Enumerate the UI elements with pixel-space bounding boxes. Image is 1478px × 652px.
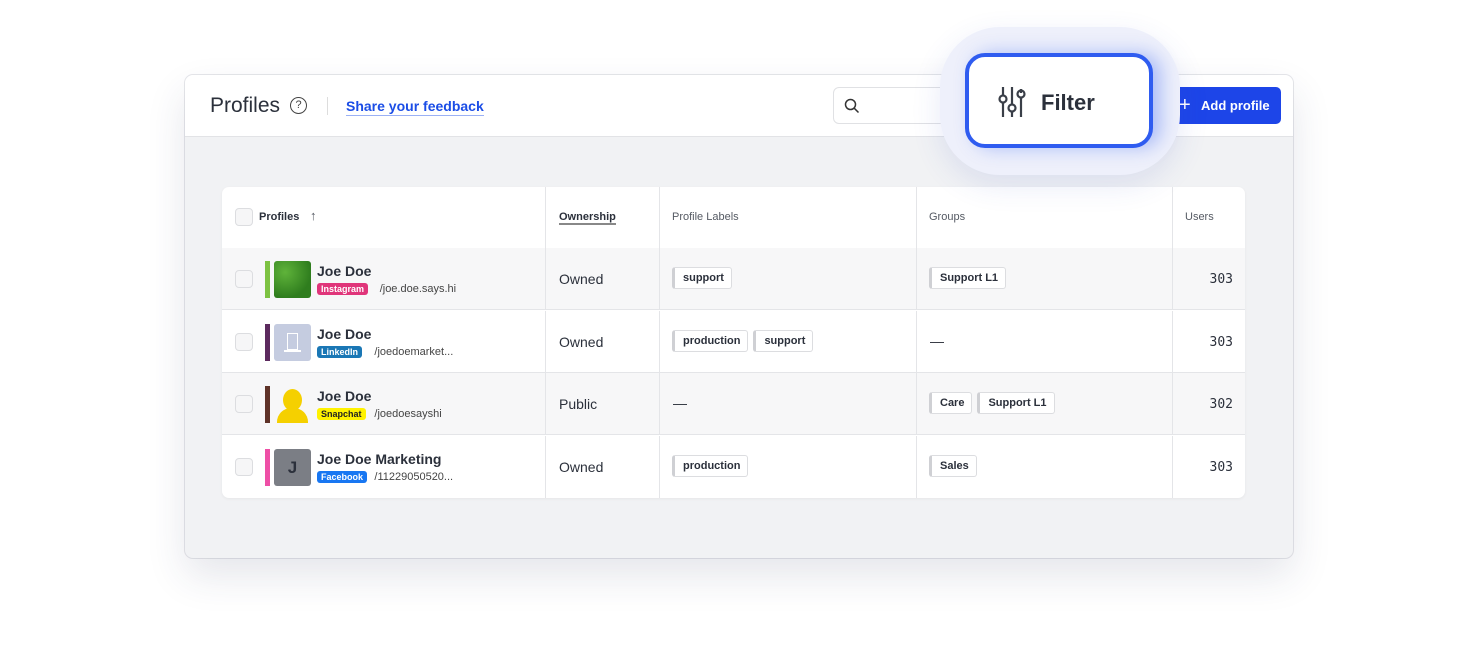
add-profile-button[interactable]: + Add profile — [1170, 87, 1281, 124]
sort-up-icon[interactable]: ↑ — [310, 208, 317, 223]
ownership-value: Owned — [559, 458, 604, 475]
table-row[interactable]: Joe Doe Snapchat/joedoesayshi Public — Ca… — [222, 373, 1245, 435]
person-avatar-icon — [274, 386, 311, 423]
group-tag[interactable]: Support L1 — [977, 392, 1055, 414]
users-count: 303 — [1209, 459, 1233, 475]
group-tag[interactable]: Support L1 — [929, 267, 1007, 289]
profile-label-tag[interactable]: support — [753, 329, 814, 352]
profile-name[interactable]: Joe Doe — [317, 325, 372, 342]
profile-label-tag[interactable]: production — [672, 329, 749, 352]
empty-value: — — [930, 332, 944, 349]
profile-label-tag[interactable]: support — [672, 267, 732, 289]
divider — [327, 97, 328, 115]
column-profiles[interactable]: Profiles — [259, 211, 300, 223]
avatar — [274, 261, 311, 298]
profile-name[interactable]: Joe Doe Marketing — [317, 450, 442, 467]
row-checkbox[interactable] — [235, 332, 253, 351]
page-title: Profiles — [210, 94, 281, 117]
network-badge: Snapchat — [317, 408, 366, 420]
users-count: 303 — [1209, 334, 1233, 350]
select-all-checkbox[interactable] — [235, 208, 253, 226]
profile-handle: /11229050520... — [374, 470, 454, 483]
building-avatar-icon — [274, 323, 311, 361]
ownership-value: Public — [559, 396, 598, 412]
profile-name[interactable]: Joe Doe — [317, 388, 372, 404]
avatar: J — [274, 448, 311, 486]
profile-color-bar — [265, 261, 270, 298]
row-checkbox[interactable] — [235, 270, 253, 288]
plus-icon: + — [1179, 94, 1191, 116]
group-tag[interactable]: Sales — [929, 454, 977, 477]
profiles-table: Profiles ↑ Ownership Profile Labels Group… — [222, 187, 1245, 498]
network-badge: Instagram — [317, 283, 369, 295]
profile-handle: /joedoesayshi — [374, 408, 442, 420]
ownership-value: Owned — [559, 333, 604, 350]
help-icon[interactable]: ? — [290, 97, 307, 114]
table-row[interactable]: Joe Doe Instagram/joe.doe.says.hi Owned s… — [222, 248, 1245, 310]
users-count: 303 — [1209, 272, 1233, 287]
network-badge: LinkedIn — [317, 345, 363, 358]
profile-label-tag[interactable]: production — [672, 454, 749, 477]
add-profile-label: Add profile — [1201, 98, 1270, 113]
profile-color-bar — [265, 448, 270, 486]
filter-button[interactable]: Filter — [965, 53, 1153, 148]
profile-handle: /joe.doe.says.hi — [379, 283, 457, 295]
column-ownership[interactable]: Ownership — [559, 211, 616, 225]
share-feedback-link[interactable]: Share your feedback — [346, 98, 484, 116]
row-checkbox[interactable] — [235, 395, 253, 413]
profile-name[interactable]: Joe Doe — [317, 263, 372, 279]
filter-label: Filter — [1041, 90, 1095, 115]
table-header: Profiles ↑ Ownership Profile Labels Group… — [222, 187, 1245, 248]
group-tag[interactable]: Care — [929, 392, 973, 414]
column-profile-labels[interactable]: Profile Labels — [672, 211, 739, 223]
row-checkbox[interactable] — [235, 457, 253, 476]
table-row[interactable]: Joe Doe LinkedIn/joedoemarket... Owned pr… — [222, 310, 1245, 373]
sliders-icon — [998, 87, 1026, 117]
users-count: 302 — [1209, 397, 1233, 412]
search-icon — [844, 98, 860, 114]
table-row[interactable]: J Joe Doe Marketing Facebook/11229050520..… — [222, 435, 1245, 498]
profile-handle: /joedoemarket... — [374, 345, 454, 358]
column-groups[interactable]: Groups — [929, 211, 966, 223]
profile-color-bar — [265, 386, 270, 423]
ownership-value: Owned — [559, 271, 604, 287]
column-users[interactable]: Users — [1185, 211, 1214, 223]
empty-value: — — [673, 395, 687, 411]
network-badge: Facebook — [317, 470, 368, 483]
profile-color-bar — [265, 323, 270, 361]
